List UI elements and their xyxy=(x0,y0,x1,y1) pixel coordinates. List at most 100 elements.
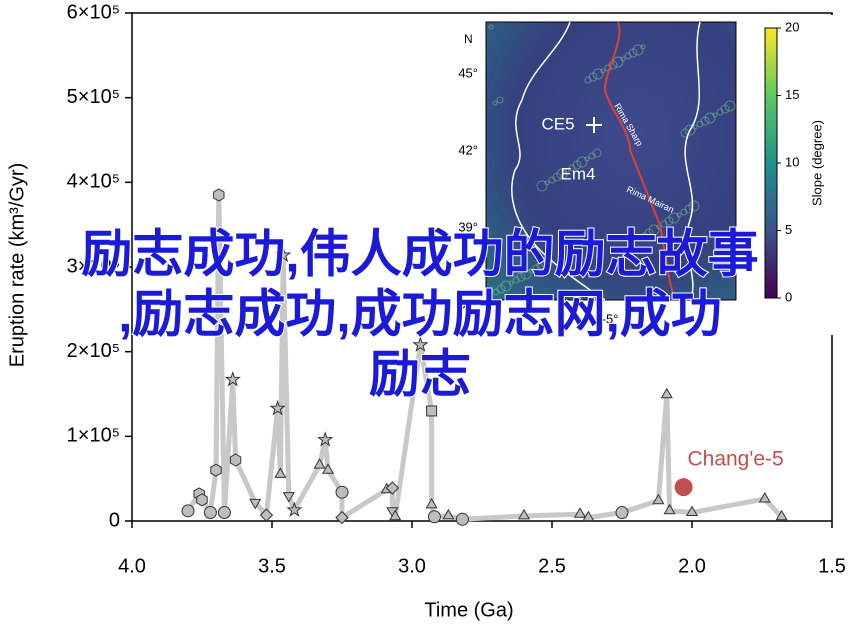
crater xyxy=(676,212,682,218)
crater xyxy=(488,24,494,30)
data-point xyxy=(181,504,195,518)
y-tick-label: 4×10⁵ xyxy=(67,171,120,193)
data-point xyxy=(775,509,788,521)
crater xyxy=(592,148,602,158)
data-point xyxy=(269,399,286,416)
crater xyxy=(540,256,552,268)
x-tick-label: 3.5 xyxy=(258,555,286,577)
mare-boundary xyxy=(511,21,701,301)
crater xyxy=(576,156,588,168)
crater xyxy=(624,52,632,60)
crater xyxy=(492,288,500,296)
data-point xyxy=(313,458,326,469)
crater xyxy=(716,108,724,116)
overlay-text: 励志 xyxy=(369,345,471,402)
x-axis-label: Time (Ga) xyxy=(424,599,513,621)
crater xyxy=(584,76,592,84)
highlight-point xyxy=(674,478,693,497)
data-point xyxy=(249,498,262,510)
crater xyxy=(512,276,520,284)
data-point xyxy=(685,505,699,516)
site-label: Em4 xyxy=(561,164,596,183)
data-point xyxy=(335,510,349,525)
lon-label: -5° xyxy=(602,311,619,326)
crater xyxy=(696,120,704,128)
crater xyxy=(544,180,550,186)
x-tick-label: 4.0 xyxy=(118,555,146,577)
crater xyxy=(640,44,646,50)
crater xyxy=(688,200,700,212)
y-tick-label: 6×10⁵ xyxy=(67,1,120,23)
x-tick-label: 3.0 xyxy=(398,555,426,577)
crater xyxy=(712,112,718,118)
data-point xyxy=(274,467,287,478)
overlay-text: ,励志成功,成功励志网,成功 xyxy=(118,285,722,342)
y-tick-label: 3×10⁵ xyxy=(67,255,120,277)
crater xyxy=(568,164,576,172)
x-tick-label: 1.5 xyxy=(818,555,846,577)
colorbar xyxy=(764,27,778,299)
crater xyxy=(692,124,698,130)
data-point xyxy=(758,492,771,503)
crater xyxy=(640,232,648,240)
data-point xyxy=(425,497,438,509)
data-point xyxy=(652,493,665,505)
data-point xyxy=(385,481,400,495)
data-point xyxy=(573,507,587,518)
lat-label: 39° xyxy=(458,219,478,234)
data-point xyxy=(442,508,455,520)
crater xyxy=(600,68,606,74)
data-point xyxy=(317,431,334,447)
crater xyxy=(520,268,532,280)
overlay-text: 励志成功,伟人成功的励志故事 xyxy=(81,225,758,282)
crater xyxy=(508,280,514,286)
data-point xyxy=(517,508,531,520)
colorbar-tick-label: 20 xyxy=(785,19,799,34)
colorbar-tick-label: 5 xyxy=(785,222,792,237)
x-tick-label: 2.5 xyxy=(538,555,566,577)
crater xyxy=(724,100,736,112)
crater xyxy=(564,168,570,174)
data-point xyxy=(229,453,242,467)
y-tick-label: 1×10⁵ xyxy=(67,425,120,447)
data-point xyxy=(321,463,335,474)
crater xyxy=(556,168,568,180)
data-point xyxy=(203,506,217,520)
y-tick-label: 2×10⁵ xyxy=(67,340,120,362)
data-point xyxy=(663,503,676,515)
rille xyxy=(603,21,676,301)
data-point xyxy=(389,509,402,521)
site-cross xyxy=(586,117,602,133)
data-point xyxy=(286,501,303,517)
north-label: N xyxy=(464,32,473,46)
data-point xyxy=(196,493,208,507)
data-point xyxy=(427,510,441,524)
crater xyxy=(528,268,534,274)
colorbar-tick-label: 10 xyxy=(785,154,799,169)
crater xyxy=(648,224,660,236)
data-point xyxy=(582,510,595,522)
data-point xyxy=(615,506,629,520)
crater xyxy=(680,208,688,216)
crater xyxy=(668,212,680,224)
colorbar-tick-label: 15 xyxy=(785,87,799,102)
crater xyxy=(660,220,668,228)
lat-label: 36° xyxy=(458,296,478,311)
crater xyxy=(620,56,626,62)
y-tick-label: 0 xyxy=(109,509,120,531)
crater xyxy=(592,68,604,80)
data-point xyxy=(412,336,429,352)
crater xyxy=(632,44,644,56)
y-tick-label: 5×10⁵ xyxy=(67,86,120,108)
crater xyxy=(536,180,548,192)
crater xyxy=(584,156,590,162)
data-point xyxy=(224,371,241,387)
data-point xyxy=(335,485,349,499)
data-point xyxy=(455,512,469,526)
y-axis-label: Eruption rate (km³/Gyr) xyxy=(6,163,28,367)
lat-label: 45° xyxy=(458,65,478,80)
data-point xyxy=(213,188,225,202)
data-point xyxy=(426,405,438,417)
